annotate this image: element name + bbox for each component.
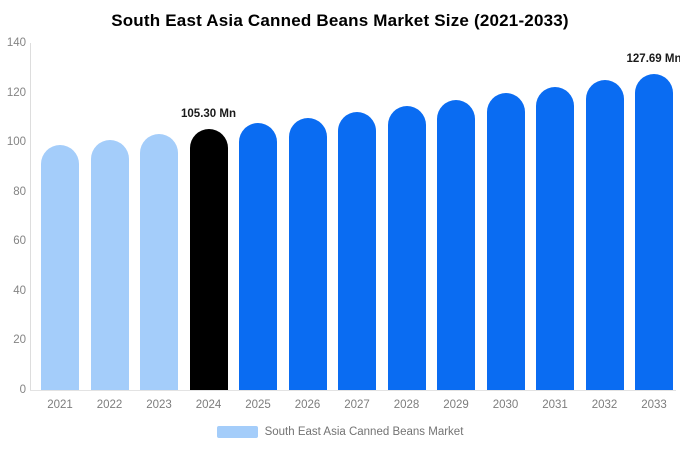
legend-label: South East Asia Canned Beans Market: [264, 426, 464, 438]
legend[interactable]: South East Asia Canned Beans Market: [0, 426, 680, 438]
data-label-2024: 105.30 Mn: [181, 108, 236, 120]
x-axis-tick-label: 2027: [344, 399, 370, 411]
bar-2026[interactable]: [288, 117, 327, 390]
y-axis-line: [30, 43, 31, 390]
bar-2032[interactable]: [585, 80, 624, 390]
x-axis-tick-label: 2033: [641, 399, 667, 411]
x-axis-tick-label: 2029: [443, 399, 469, 411]
x-axis-tick-label: 2026: [294, 399, 321, 411]
x-axis-tick-label: 2021: [47, 399, 73, 411]
y-axis-tick-label: 120: [6, 86, 26, 99]
x-axis-tick-label: 2025: [245, 399, 271, 411]
y-axis-tick-label: 40: [13, 284, 26, 297]
bar-2027[interactable]: [338, 111, 376, 390]
bar-2024[interactable]: [189, 129, 228, 390]
y-axis-tick-label: 100: [6, 136, 26, 149]
bar-2029[interactable]: [437, 99, 475, 390]
legend-swatch-icon: [216, 426, 258, 438]
y-axis-tick-label: 20: [13, 334, 26, 347]
bar-2033[interactable]: [635, 73, 673, 390]
bar-2031[interactable]: [536, 86, 574, 390]
y-axis-tick-label: 80: [13, 185, 26, 198]
plot-area: [41, 73, 673, 390]
bar-2025[interactable]: [239, 123, 277, 390]
y-axis-tick-label: 60: [13, 235, 26, 248]
x-axis-tick-label: 2031: [542, 399, 568, 411]
x-axis-tick-label: 2032: [591, 399, 618, 411]
chart-title: South East Asia Canned Beans Market Size…: [111, 11, 569, 30]
bar-2030[interactable]: [486, 93, 525, 390]
x-axis-tick-label: 2028: [393, 399, 420, 411]
bar-2022[interactable]: [90, 139, 129, 390]
bar-2023[interactable]: [140, 134, 178, 390]
x-axis-tick-label: 2022: [96, 399, 123, 411]
x-axis-tick-label: 2024: [195, 399, 222, 411]
y-axis-tick-label: 140: [6, 37, 26, 49]
data-label-2033: 127.69 Mn: [626, 52, 680, 65]
x-axis-tick-label: 2030: [492, 399, 519, 411]
x-axis-line: [30, 390, 676, 391]
x-axis-tick-label: 2023: [146, 399, 172, 411]
bar-2028[interactable]: [387, 105, 426, 390]
y-axis-tick-label: 0: [19, 384, 26, 396]
bar-2021[interactable]: [41, 145, 79, 390]
